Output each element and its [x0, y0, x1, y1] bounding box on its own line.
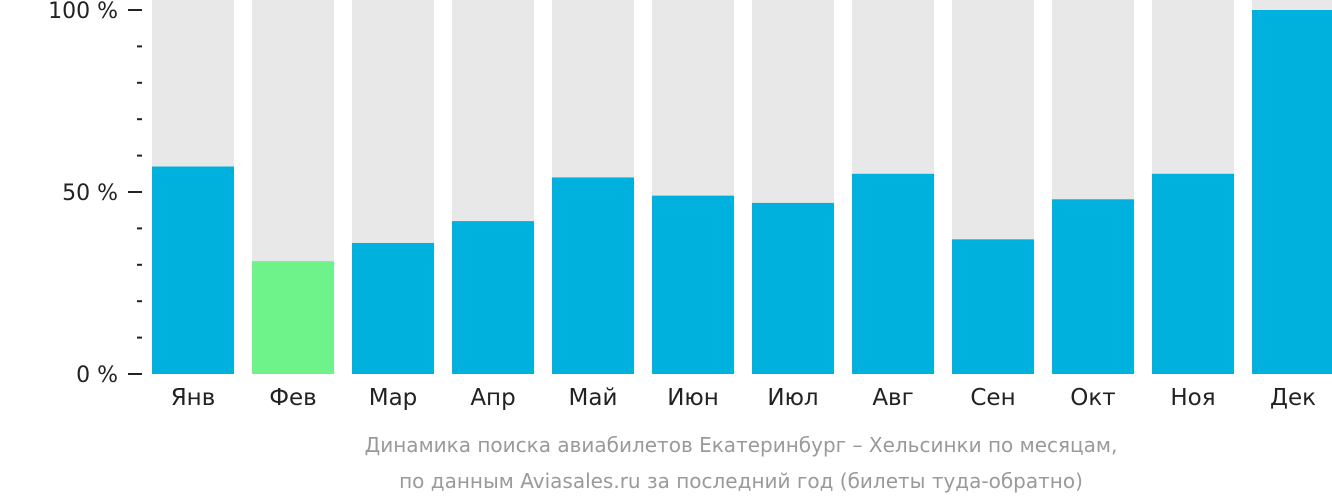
x-tick-label-3: Мар — [369, 385, 418, 411]
y-tick-label-2: 50 % — [62, 181, 118, 206]
x-tick-label-5: Май — [569, 385, 618, 411]
bar-6 — [652, 195, 734, 374]
x-tick-label-1: Янв — [171, 385, 216, 411]
chart-caption-line-1: Динамика поиска авиабилетов Екатеринбург… — [364, 433, 1118, 457]
bar-3 — [352, 242, 434, 374]
x-tick-label-8: Авг — [872, 385, 913, 411]
y-tick-label-3: 0 % — [76, 363, 118, 388]
bar-chart: Янв Фев Мар Апр Май Июн Июл Авг Сен Окт Ноя Дек 100 … — [48, 0, 1332, 411]
bar-10 — [1052, 199, 1134, 374]
x-tick-label-7: Июл — [767, 385, 818, 411]
bar-9 — [952, 239, 1034, 374]
bar-5 — [552, 177, 634, 374]
bar-12 — [1252, 10, 1332, 374]
bar-4 — [452, 221, 534, 374]
bar-11 — [1152, 173, 1234, 374]
x-tick-label-10: Окт — [1070, 385, 1115, 411]
x-tick-label-11: Ноя — [1170, 385, 1215, 411]
x-tick-label-2: Фев — [269, 385, 317, 411]
bar-1 — [152, 166, 234, 374]
x-tick-label-4: Апр — [470, 385, 515, 411]
bar-2 — [252, 261, 334, 374]
bar-7 — [752, 202, 834, 374]
x-tick-label-6: Июн — [667, 385, 719, 411]
x-tick-label-9: Сен — [970, 385, 1015, 411]
bar-8 — [852, 173, 934, 374]
chart-caption-line-2: по данным Aviasales.ru за последний год … — [399, 469, 1083, 493]
y-tick-label-1: 100 % — [48, 0, 118, 24]
x-tick-label-12: Дек — [1270, 385, 1316, 411]
